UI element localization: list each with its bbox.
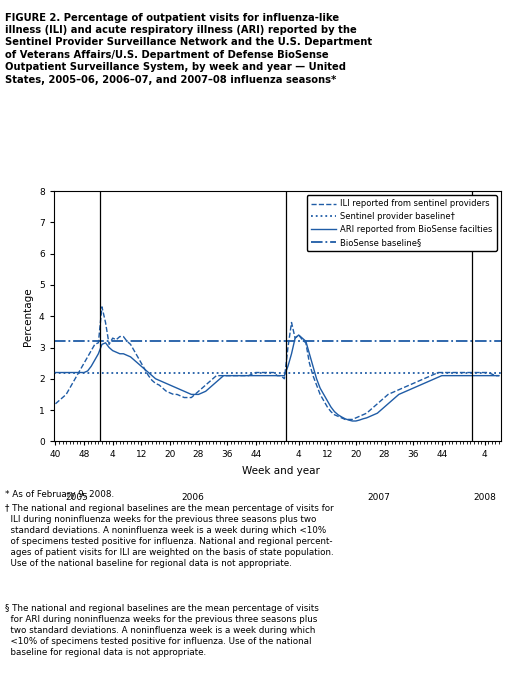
Legend: ILI reported from sentinel providers, Sentinel provider baseline†, ARI reported : ILI reported from sentinel providers, Se… xyxy=(307,195,497,251)
Text: § The national and regional baselines are the mean percentage of visits
  for AR: § The national and regional baselines ar… xyxy=(5,604,319,657)
Y-axis label: Percentage: Percentage xyxy=(24,287,33,345)
Text: Week and year: Week and year xyxy=(242,466,320,475)
Text: 2006: 2006 xyxy=(182,493,204,502)
Text: 2008: 2008 xyxy=(473,493,496,502)
Text: FIGURE 2. Percentage of outpatient visits for influenza-like
illness (ILI) and a: FIGURE 2. Percentage of outpatient visit… xyxy=(5,13,372,85)
Text: 2005: 2005 xyxy=(65,493,88,502)
Text: † The national and regional baselines are the mean percentage of visits for
  IL: † The national and regional baselines ar… xyxy=(5,504,334,569)
Text: * As of February 9, 2008.: * As of February 9, 2008. xyxy=(5,490,114,499)
Text: 2007: 2007 xyxy=(368,493,390,502)
